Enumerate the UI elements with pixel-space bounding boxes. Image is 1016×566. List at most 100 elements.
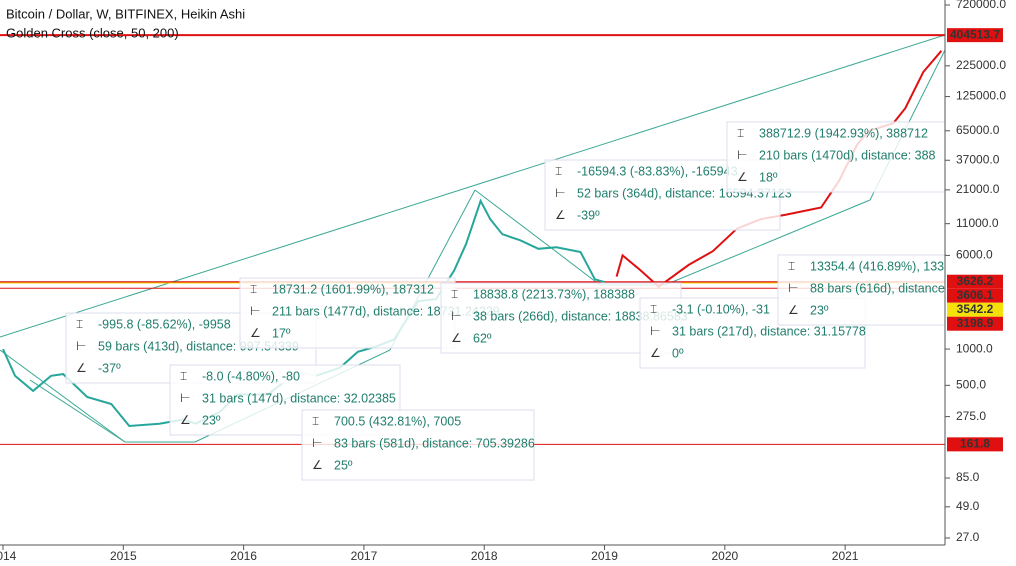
measure-text: -16594.3 (-83.83%), -165943: [577, 164, 738, 178]
measure-text: 38 bars (266d), distance: 18838.86583: [473, 309, 688, 323]
measure-icon: ⌶: [180, 369, 187, 383]
price-label: 404513.7: [950, 27, 1000, 41]
measure-text: 83 bars (581d), distance: 705.39286: [334, 436, 535, 450]
chart-title: Bitcoin / Dollar, W, BITFINEX, Heikin As…: [6, 6, 245, 21]
measure-icon: ∠: [76, 361, 87, 375]
price-label-box: [947, 274, 1003, 289]
measure-icon: ⊢: [451, 309, 461, 323]
plot-area: -995.8 (-85.62%), -9958⌶59 bars (413d), …: [0, 34, 958, 481]
measure-text: 18838.8 (2213.73%), 188388: [473, 287, 635, 301]
y-tick-label: 11000.0: [956, 216, 999, 230]
measure-text: 18731.2 (1601.99%), 187312: [272, 282, 434, 296]
measure-text: 388712.9 (1942.93%), 388712: [759, 126, 928, 140]
y-tick-label: 37000.0: [956, 152, 1000, 166]
measure-icon: ⌶: [788, 259, 795, 273]
y-tick-label: 720000.0: [956, 0, 1006, 11]
measure-icon: ⌶: [76, 317, 83, 331]
measure-icon: ⊢: [312, 436, 322, 450]
measure-icon: ⊢: [650, 324, 660, 338]
measure-text: -8.0 (-4.80%), -80: [202, 369, 300, 383]
y-tick-label: 1000.0: [956, 341, 993, 355]
price-label-box: [947, 288, 1003, 303]
measure-icon: ⌶: [650, 302, 657, 316]
measure-box: -3.1 (-0.10%), -31 ⌶ 31 bars (217d), dista…: [639, 297, 866, 369]
y-tick-label: 6000.0: [956, 248, 993, 262]
measure-icon: ⌶: [250, 282, 257, 296]
y-tick-label: 125000.0: [956, 89, 1006, 103]
measure-text: 88 bars (616d), distance:: [810, 281, 948, 295]
price-label-box: [947, 28, 1003, 43]
x-tick-label: 2015: [110, 549, 137, 563]
y-tick-label: 49.0: [956, 499, 980, 513]
measure-text: 62º: [473, 331, 492, 345]
measure-box: 388712.9 (1942.93%), 388712 ⌶ 210 bars (14…: [726, 121, 945, 193]
measure-icon: ∠: [788, 303, 799, 317]
measure-icon: ⊢: [76, 339, 86, 353]
measure-icon: ⊢: [788, 281, 798, 295]
measure-text: -37º: [98, 361, 121, 375]
x-tick-label: 2021: [832, 549, 859, 563]
measure-text: 25º: [334, 458, 353, 472]
measure-icon: ∠: [250, 326, 261, 340]
price-label: 3626.2: [957, 274, 994, 288]
y-tick-label: 500.0: [956, 378, 986, 392]
trend-line: [29, 379, 126, 443]
y-tick-label: 27.0: [956, 530, 980, 544]
measure-text: 23º: [202, 413, 221, 427]
measure-icon: ⌶: [555, 164, 562, 178]
measure-text: 700.5 (432.81%), 7005: [334, 414, 461, 428]
measure-icon: ⌶: [737, 126, 744, 140]
measure-box: 13354.4 (416.89%), 13354 ⌶ 88 bars (616d),…: [777, 254, 958, 326]
measure-icon: ⊢: [737, 148, 747, 162]
price-label: 161.8: [960, 437, 990, 451]
price-label-box: [947, 437, 1003, 452]
x-tick-label: 2018: [471, 549, 498, 563]
measure-icon: ⊢: [555, 186, 565, 200]
measure-text: -995.8 (-85.62%), -9958: [98, 317, 231, 331]
price-label: 3198.9: [957, 316, 994, 330]
measure-icon: ⊢: [180, 391, 190, 405]
measure-icon: ∠: [180, 413, 191, 427]
measure-box: -8.0 (-4.80%), -80 ⌶ 31 bars (147d), dista…: [169, 364, 401, 436]
measure-icon: ⊢: [250, 304, 260, 318]
x-tick-label: 2019: [591, 549, 618, 563]
trend-line: [474, 189, 601, 286]
measure-icon: ∠: [451, 331, 462, 345]
measure-icon: ∠: [650, 346, 661, 360]
measure-text: 31 bars (217d), distance: 31.15778: [672, 324, 866, 338]
measure-box-bg: [777, 254, 945, 326]
y-tick-label: 275.0: [956, 409, 986, 423]
x-tick-label: 2014: [0, 549, 17, 563]
measure-box: 700.5 (432.81%), 7005 ⌶ 83 bars (581d), di…: [301, 409, 535, 481]
measure-text: 0º: [672, 346, 684, 360]
y-tick-label: 225000.0: [956, 58, 1006, 72]
measure-text: 17º: [272, 326, 291, 340]
measure-text: 13354.4 (416.89%), 13354: [810, 259, 958, 273]
measure-icon: ∠: [312, 458, 323, 472]
measure-icon: ∠: [555, 208, 566, 222]
x-tick-label: 2020: [711, 549, 738, 563]
measure-text: 23º: [810, 303, 829, 317]
price-label: 3542.2: [957, 302, 994, 316]
measure-text: -39º: [577, 208, 600, 222]
x-tick-label: 2017: [351, 549, 378, 563]
trend-line: [664, 199, 871, 286]
measure-icon: ⌶: [312, 414, 319, 428]
measure-text: 18º: [759, 170, 778, 184]
measure-icon: ⌶: [451, 287, 458, 301]
y-tick-label: 21000.0: [956, 182, 1000, 196]
price-label: 3606.1: [957, 288, 994, 302]
measure-box-bg: [726, 121, 945, 193]
trend-line: [0, 349, 126, 443]
measure-text: 31 bars (147d), distance: 32.02385: [202, 391, 396, 405]
x-tick-label: 2016: [230, 549, 257, 563]
measure-icon: ∠: [737, 170, 748, 184]
y-tick-label: 65000.0: [956, 123, 1000, 137]
y-tick-label: 85.0: [956, 470, 980, 484]
trend-line: [0, 34, 945, 338]
price-line: [615, 50, 943, 288]
measure-text: -3.1 (-0.10%), -31: [672, 302, 770, 316]
price-label-box: [947, 316, 1003, 331]
measure-box-bg: [301, 409, 535, 481]
